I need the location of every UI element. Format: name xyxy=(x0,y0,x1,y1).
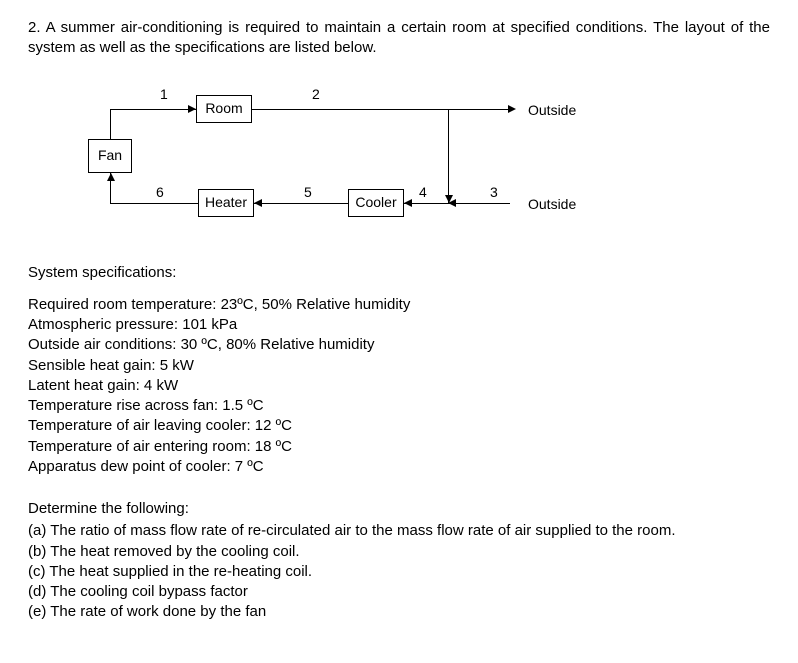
spec-item: Temperature rise across fan: 1.5 ºC xyxy=(28,396,770,416)
outside-top-label: Outside xyxy=(528,101,576,120)
cooler-box: Cooler xyxy=(348,189,404,217)
specs-header: System specifications: xyxy=(28,263,770,283)
outside-bottom-label: Outside xyxy=(528,195,576,214)
point-6: 6 xyxy=(156,183,164,202)
problem-statement: 2. A summer air-conditioning is required… xyxy=(28,18,770,59)
questions-header: Determine the following: xyxy=(28,499,770,519)
spec-item: Atmospheric pressure: 101 kPa xyxy=(28,315,770,335)
point-3: 3 xyxy=(490,183,498,202)
spec-item: Sensible heat gain: 5 kW xyxy=(28,356,770,376)
spec-item: Apparatus dew point of cooler: 7 ºC xyxy=(28,457,770,477)
spec-item: Outside air conditions: 30 ºC, 80% Relat… xyxy=(28,335,770,355)
cooler-label: Cooler xyxy=(355,193,396,212)
specs-list: Required room temperature: 23ºC, 50% Rel… xyxy=(28,295,770,477)
question-item: (c) The heat supplied in the re-heating … xyxy=(28,562,770,582)
question-item: (e) The rate of work done by the fan xyxy=(28,602,770,622)
room-label: Room xyxy=(205,99,242,118)
point-5: 5 xyxy=(304,183,312,202)
problem-number: 2. xyxy=(28,19,41,36)
problem-text: A summer air-conditioning is required to… xyxy=(28,19,770,56)
heater-box: Heater xyxy=(198,189,254,217)
point-2: 2 xyxy=(312,85,320,104)
questions-list: (a) The ratio of mass flow rate of re-ci… xyxy=(28,521,770,622)
question-item: (b) The heat removed by the cooling coil… xyxy=(28,542,770,562)
system-diagram: Fan Room Heater Cooler 1 2 3 4 5 6 Outsi… xyxy=(68,79,608,239)
spec-item: Latent heat gain: 4 kW xyxy=(28,376,770,396)
question-item: (d) The cooling coil bypass factor xyxy=(28,582,770,602)
point-4: 4 xyxy=(419,183,427,202)
spec-item: Required room temperature: 23ºC, 50% Rel… xyxy=(28,295,770,315)
question-item: (a) The ratio of mass flow rate of re-ci… xyxy=(28,521,770,541)
spec-item: Temperature of air leaving cooler: 12 ºC xyxy=(28,416,770,436)
fan-label: Fan xyxy=(98,146,122,165)
room-box: Room xyxy=(196,95,252,123)
spec-item: Temperature of air entering room: 18 ºC xyxy=(28,437,770,457)
point-1: 1 xyxy=(160,85,168,104)
fan-box: Fan xyxy=(88,139,132,173)
heater-label: Heater xyxy=(205,193,247,212)
